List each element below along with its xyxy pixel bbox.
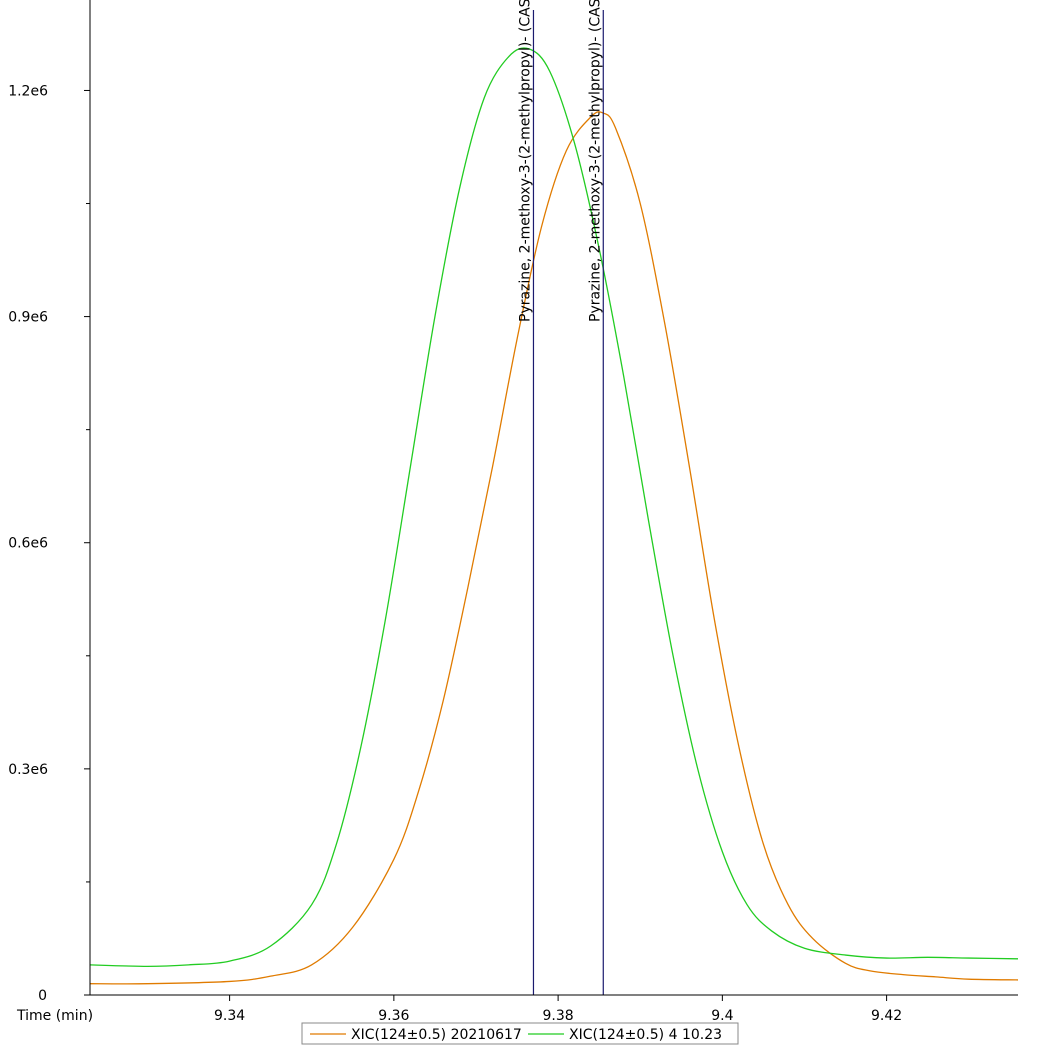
- legend-box: [301, 1022, 739, 1045]
- legend-entry-label: XIC(124±0.5) 20210617: [351, 1027, 522, 1043]
- y-tick-label: 0: [38, 988, 47, 1004]
- legend: XIC(124±0.5) 20210617 XIC(124±0.5) 4 10.2…: [301, 1022, 739, 1045]
- series-line-2: [89, 47, 1019, 968]
- x-tick-label: 9.38: [543, 1008, 574, 1024]
- x-tick-label: 9.36: [378, 1008, 409, 1024]
- series-layer: [89, 47, 1019, 985]
- y-tick-label: 1.2e6: [8, 83, 48, 99]
- x-ticks: 9.34 9.36 9.38 9.4 9.42: [214, 995, 902, 1024]
- x-axis-label: Time (min): [16, 1008, 93, 1024]
- peak-annotation-label: Pyrazine, 2-methoxy-3-(2-methylpropyl)- …: [517, 0, 533, 322]
- y-tick-label: 0.9e6: [8, 310, 48, 326]
- x-tick-label: 9.42: [871, 1008, 902, 1024]
- peak-annotation-label: Pyrazine, 2-methoxy-3-(2-methylpropyl)- …: [587, 0, 603, 322]
- x-tick-label: 9.34: [214, 1008, 245, 1024]
- axes-layer: [89, 0, 1018, 996]
- y-tick-label: 0.6e6: [8, 536, 48, 552]
- x-tick-label: 9.4: [711, 1008, 733, 1024]
- legend-entry-label: XIC(124±0.5) 4 10.23: [569, 1027, 722, 1043]
- annotation-layer: Pyrazine, 2-methoxy-3-(2-methylpropyl)- …: [517, 0, 604, 995]
- y-tick-label: 0.3e6: [8, 762, 48, 778]
- series-line-1: [89, 111, 1019, 985]
- y-ticks: 0 0.3e6 0.6e6 0.9e6 1.2e6: [8, 83, 90, 1004]
